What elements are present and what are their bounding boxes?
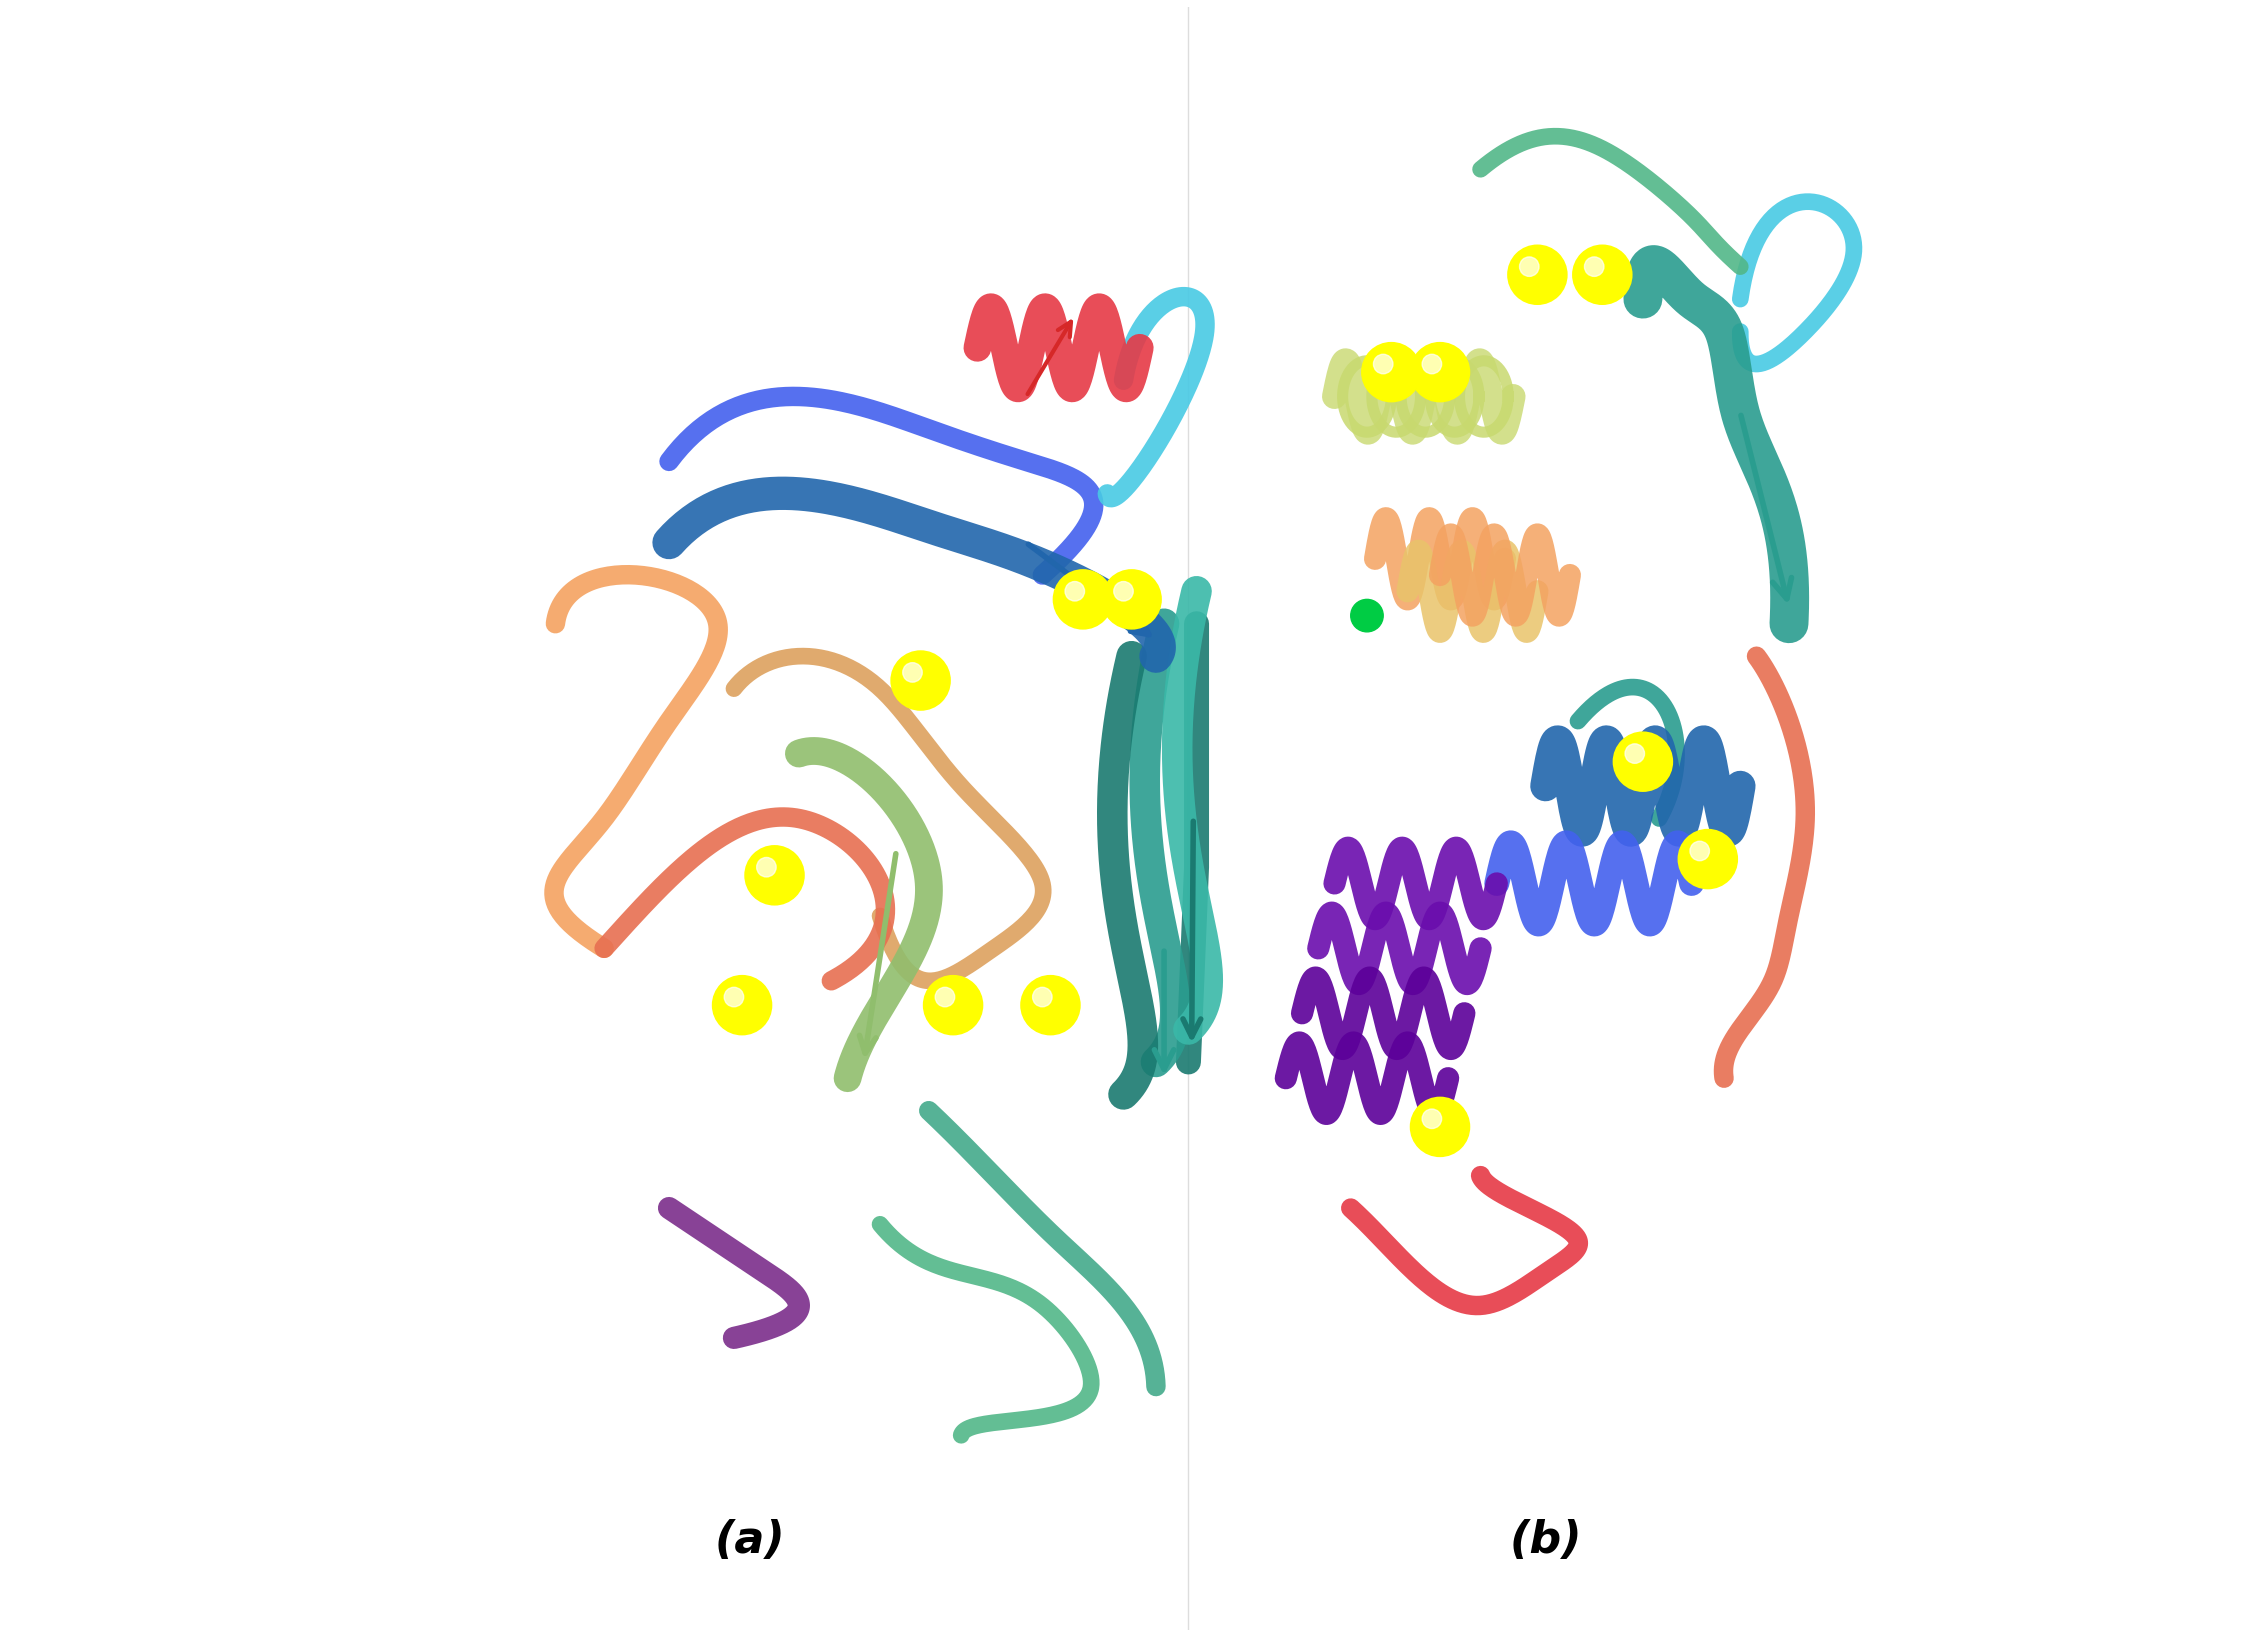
Circle shape (1350, 599, 1384, 632)
Text: (b): (b) (1510, 1519, 1582, 1562)
Circle shape (903, 663, 921, 683)
Text: (a): (a) (715, 1519, 786, 1562)
Circle shape (712, 976, 771, 1035)
Circle shape (1584, 257, 1604, 277)
Circle shape (1103, 570, 1162, 629)
Circle shape (935, 987, 955, 1007)
Circle shape (1034, 987, 1052, 1007)
Circle shape (1690, 841, 1710, 861)
Circle shape (1679, 830, 1737, 889)
Circle shape (1422, 1108, 1443, 1128)
Circle shape (924, 976, 982, 1035)
Circle shape (1411, 342, 1470, 401)
FancyBboxPatch shape (328, 56, 1173, 1516)
Circle shape (892, 652, 950, 710)
Circle shape (746, 846, 804, 905)
Circle shape (1508, 246, 1566, 304)
Circle shape (1115, 581, 1132, 601)
Circle shape (1362, 342, 1420, 401)
Circle shape (1625, 743, 1645, 763)
Circle shape (1065, 581, 1085, 601)
Circle shape (1020, 976, 1079, 1035)
Circle shape (1573, 246, 1631, 304)
Circle shape (724, 987, 744, 1007)
Circle shape (1411, 1098, 1470, 1156)
Circle shape (1373, 354, 1393, 373)
Circle shape (1613, 732, 1672, 791)
Circle shape (1054, 570, 1112, 629)
Circle shape (1519, 257, 1539, 277)
Circle shape (757, 858, 775, 877)
Circle shape (1422, 354, 1443, 373)
